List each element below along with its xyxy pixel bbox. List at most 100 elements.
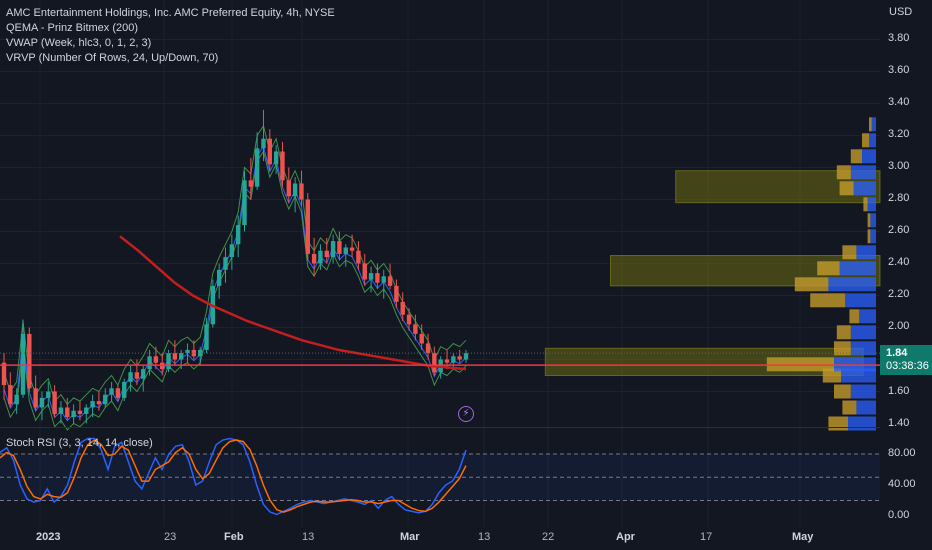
volume-profile-up-bar [867, 197, 876, 212]
volume-profile-up-bar [839, 261, 876, 276]
candle-body [197, 349, 203, 357]
candlesticks [1, 109, 469, 424]
volume-profile-up-bar [850, 341, 876, 356]
time-tick: 17 [700, 531, 713, 543]
candle-body [14, 394, 19, 405]
candle-body [229, 244, 235, 258]
price-tick: 2.80 [888, 192, 910, 204]
candle-body [46, 391, 51, 398]
candle-body [286, 180, 291, 197]
candle-body [381, 276, 386, 283]
candle-body [261, 138, 266, 149]
candle-body [242, 180, 247, 226]
volume-profile-down-bar [836, 325, 851, 340]
candle-body [191, 349, 197, 357]
rsi-band-fill [0, 454, 880, 501]
candle-body [311, 253, 317, 264]
time-tick: 23 [164, 531, 177, 543]
volume-profile-up-bar [845, 293, 876, 308]
volume-profile-up-bar [850, 325, 876, 340]
candle-body [77, 410, 83, 414]
candle-body [267, 138, 273, 165]
candle-body [179, 353, 184, 360]
volume-profile-down-bar [842, 400, 857, 415]
volume-profile-up-bar [850, 384, 876, 399]
candle-body [122, 381, 127, 398]
indicator-qema[interactable]: QEMA - Prinz Bitmex (200) [6, 22, 139, 34]
volume-profile-up-bar [848, 416, 876, 431]
grid [0, 0, 880, 527]
price-tick: 1.60 [888, 385, 910, 397]
candle-body [324, 250, 329, 258]
candle-body [172, 353, 178, 360]
candle-body [425, 343, 431, 354]
vwap-upper-band [3, 124, 467, 406]
rsi-tick: 40.00 [888, 478, 916, 490]
currency-label[interactable]: USD [889, 6, 913, 18]
volume-profile-down-bar [828, 416, 848, 431]
volume-profile-up-bar [856, 400, 876, 415]
candle-body [451, 356, 456, 363]
volume-profile-up-bar [853, 181, 876, 196]
qema-line [119, 235, 467, 371]
candle-body [375, 273, 380, 283]
candle-body [185, 349, 190, 354]
chart-legend: AMC Entertainment Holdings, Inc. AMC Pre… [6, 6, 335, 66]
volume-profile-up-bar [856, 245, 876, 260]
volume-profile-down-bar [834, 341, 851, 356]
candle-body [141, 369, 146, 379]
candle-body [432, 353, 437, 373]
volume-profile-down-bar [869, 117, 872, 132]
candle-body [52, 391, 57, 414]
candle-body [166, 353, 171, 370]
candle-body [368, 273, 374, 280]
candle-body [330, 241, 336, 258]
volume-profile-up-bar [834, 357, 876, 372]
last-price-badge: 1.84 03:38:36 [880, 345, 932, 375]
candle-body [216, 269, 222, 286]
volume-profile-down-bar [834, 384, 851, 399]
time-tick: Mar [400, 531, 420, 543]
last-price: 1.84 [886, 347, 908, 359]
time-tick: 13 [302, 531, 315, 543]
volume-profile-down-bar [766, 357, 834, 372]
volume-profile-down-bar [863, 197, 868, 212]
candle-body [280, 151, 285, 181]
candle-body [273, 151, 279, 165]
volume-profile-down-bar [867, 213, 871, 228]
candle-body [71, 410, 76, 418]
candle-body [337, 241, 342, 254]
stoch-d-line [0, 439, 467, 513]
indicator-stoch-rsi[interactable]: Stoch RSI (3, 3, 14, 14, close) [6, 437, 153, 449]
chart-title[interactable]: AMC Entertainment Holdings, Inc. AMC Pre… [6, 7, 335, 19]
rsi-tick: 0.00 [888, 509, 910, 521]
candle-body [109, 388, 114, 395]
horizontal-line [0, 352, 880, 366]
candle-body [58, 407, 64, 414]
candle-body [444, 359, 450, 363]
price-tick: 2.20 [888, 288, 910, 300]
lightning-icon[interactable]: ⚡ [458, 406, 474, 422]
candle-body [356, 250, 361, 264]
indicator-vrvp[interactable]: VRVP (Number Of Rows, 24, Up/Down, 70) [6, 52, 219, 64]
price-tick: 3.20 [888, 128, 910, 140]
indicator-vwap[interactable]: VWAP (Week, hlc3, 0, 1, 2, 3) [6, 37, 152, 49]
volume-profile-down-bar [810, 293, 846, 308]
candle-body [115, 388, 121, 398]
candle-body [394, 285, 399, 302]
candle-body [160, 362, 165, 370]
candle-body [96, 401, 102, 405]
price-tick: 1.40 [888, 417, 910, 429]
candle-body [305, 199, 310, 254]
volume-profile-up-bar [870, 229, 876, 244]
candle-body [65, 407, 70, 418]
candle-body [1, 362, 7, 386]
vwap-bands [3, 124, 467, 431]
price-tick: 3.80 [888, 32, 910, 44]
candle-body [248, 180, 254, 187]
volume-profile-down-bar [822, 368, 841, 383]
rsi-tick: 80.00 [888, 447, 916, 459]
candle-body [103, 394, 108, 405]
time-tick: Apr [616, 531, 635, 543]
